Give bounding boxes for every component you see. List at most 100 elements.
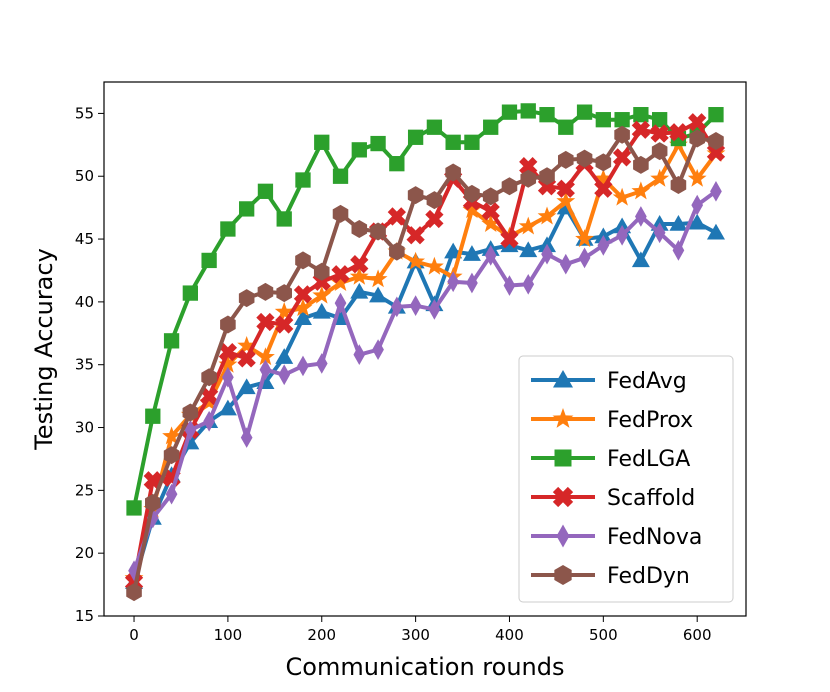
data-point [389,242,405,261]
data-point [334,292,347,314]
data-point [522,273,535,295]
data-point [332,204,349,223]
data-point [593,168,613,187]
data-point [312,285,332,304]
data-point [331,265,350,284]
data-point [203,410,215,432]
data-point [425,209,444,229]
data-point [199,392,219,411]
x-tick-label: 300 [401,626,430,644]
data-point [315,353,328,374]
data-point [672,240,685,261]
data-point [353,344,366,366]
data-point [484,245,497,266]
data-point [239,201,255,217]
data-point [350,282,369,299]
data-point [409,295,422,317]
data-point [557,150,574,169]
data-point [312,302,331,319]
data-point [688,113,707,132]
legend-item: Scaffold [531,486,695,511]
data-point [670,176,687,195]
data-point [595,112,611,128]
data-point [256,347,275,366]
data-point [220,221,236,237]
y-tick-label: 30 [75,419,94,437]
data-point [559,253,572,275]
data-point [597,234,610,256]
data-point [541,243,553,265]
data-point [520,169,537,188]
series-feddyn [126,125,724,602]
data-point [275,348,294,364]
data-point [669,214,688,231]
data-point [651,142,668,161]
data-point [406,251,426,270]
data-point [276,284,293,303]
legend-item: FedLGA [531,447,690,472]
data-point [595,153,612,172]
data-point [407,129,424,145]
x-tick-label: 200 [307,626,336,644]
data-point [369,286,388,303]
data-point [162,426,181,445]
data-point [218,354,238,373]
data-point [575,229,594,248]
data-point [518,216,538,235]
data-point [710,180,722,202]
data-point [368,269,388,288]
data-point [708,107,724,123]
data-point [594,179,613,198]
data-point [276,211,292,227]
x-tick-label: 600 [683,626,712,644]
data-point [370,135,386,152]
y-tick-label: 15 [75,607,94,625]
legend-marker [552,408,574,428]
data-point [222,366,234,388]
data-point [390,296,403,318]
data-point [259,359,272,381]
data-point [537,206,557,225]
data-point [237,335,257,354]
data-point [293,309,312,325]
series-layer [124,103,726,602]
data-point [182,403,199,422]
data-point [520,103,536,119]
data-point [650,168,670,187]
data-point [165,483,178,505]
data-point [184,419,197,441]
data-point [501,177,518,196]
data-point [201,368,217,387]
y-tick-label: 45 [75,230,94,248]
legend: FedAvg FedProx FedLGA Scaffold FedNova FedDyn [518,355,734,603]
data-point [462,245,481,261]
data-point [612,187,632,206]
data-point [631,251,650,268]
y-axis-label: Testing Accuracy [30,248,58,451]
data-point [351,142,367,158]
data-point [237,349,256,368]
data-point [631,120,651,139]
data-point [257,183,274,199]
data-point [220,315,236,334]
data-point [332,168,349,184]
data-point [519,157,538,176]
legend-item: FedProx [531,408,693,433]
data-point [482,187,499,206]
data-point [576,104,593,120]
legend-marker [556,524,570,548]
legend-item: FedNova [531,524,702,550]
y-tick-label: 55 [75,104,94,122]
legend-marker [552,486,574,508]
data-point [519,241,538,258]
data-point [351,220,368,239]
data-point [428,299,441,320]
data-point [635,206,647,227]
data-point [237,378,256,395]
legend-label: FedProx [607,408,693,433]
data-point [616,224,628,246]
data-point [257,282,274,301]
data-point [708,132,724,151]
data-point [240,427,253,448]
